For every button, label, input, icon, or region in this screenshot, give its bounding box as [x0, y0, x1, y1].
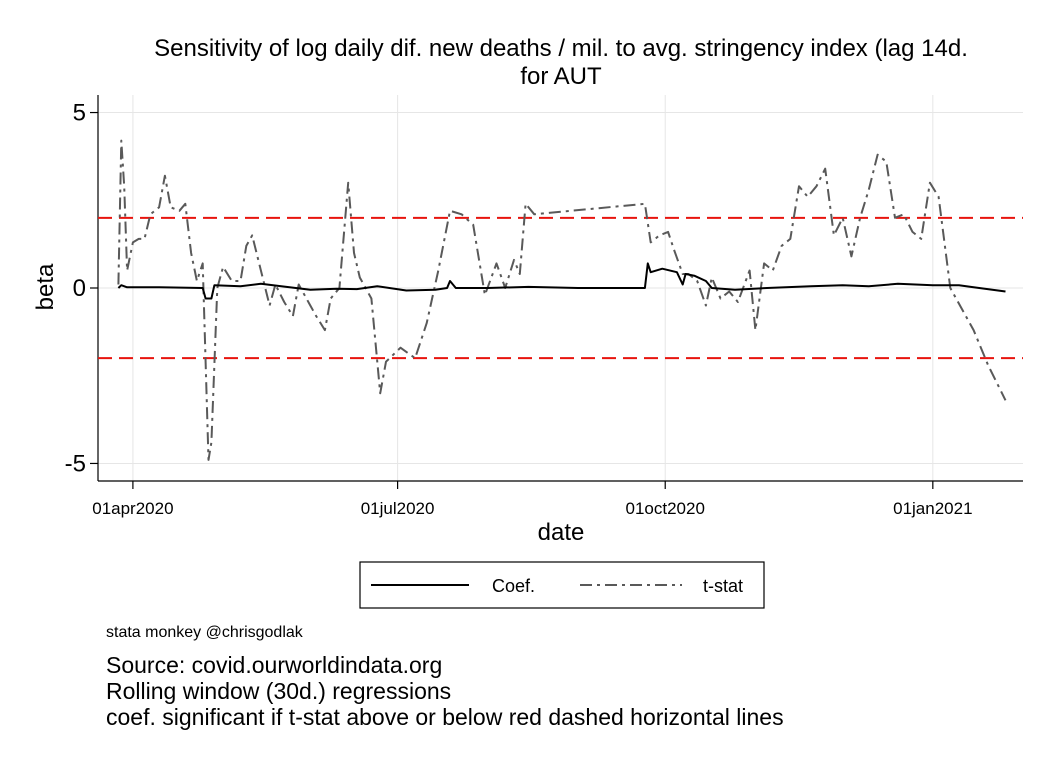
- chart-title-line2: for AUT: [520, 63, 602, 90]
- chart: Sensitivity of log daily dif. new deaths…: [32, 35, 1023, 609]
- chart-title: Sensitivity of log daily dif. new deaths…: [154, 35, 968, 62]
- legend: Coef. t-stat: [359, 561, 765, 609]
- y-tick-label: 5: [73, 100, 86, 127]
- axes: -5 0 5 01apr2020 01jul2020 01oct2020 01jan2021: [65, 95, 1023, 518]
- footer-note-significance: coef. significant if t-stat above or bel…: [106, 704, 784, 730]
- x-tick-label: 01jan2021: [893, 499, 972, 518]
- footer-notes: stata monkey @chrisgodlak Source: covid.…: [106, 624, 784, 730]
- legend-label-tstat: t-stat: [703, 576, 743, 596]
- series-group: [117, 139, 1007, 461]
- x-tick-label: 01oct2020: [626, 499, 705, 518]
- footer-note-method: Rolling window (30d.) regressions: [106, 678, 452, 704]
- reference-lines: [98, 216, 1023, 360]
- legend-label-coef: Coef.: [492, 576, 535, 596]
- footer-note-source: Source: covid.ourworldindata.org: [106, 652, 443, 678]
- series-line-coef: [117, 262, 1006, 300]
- y-tick-label: -5: [65, 450, 86, 477]
- legend-box: [359, 561, 765, 609]
- x-tick-label: 01jul2020: [361, 499, 435, 518]
- x-axis-label: date: [538, 519, 585, 546]
- y-tick-label: 0: [73, 275, 86, 302]
- x-tick-label: 01apr2020: [92, 499, 173, 518]
- footer-credit: stata monkey @chrisgodlak: [106, 624, 303, 641]
- series-line-tstat: [117, 139, 1007, 461]
- y-axis-label: beta: [32, 263, 59, 310]
